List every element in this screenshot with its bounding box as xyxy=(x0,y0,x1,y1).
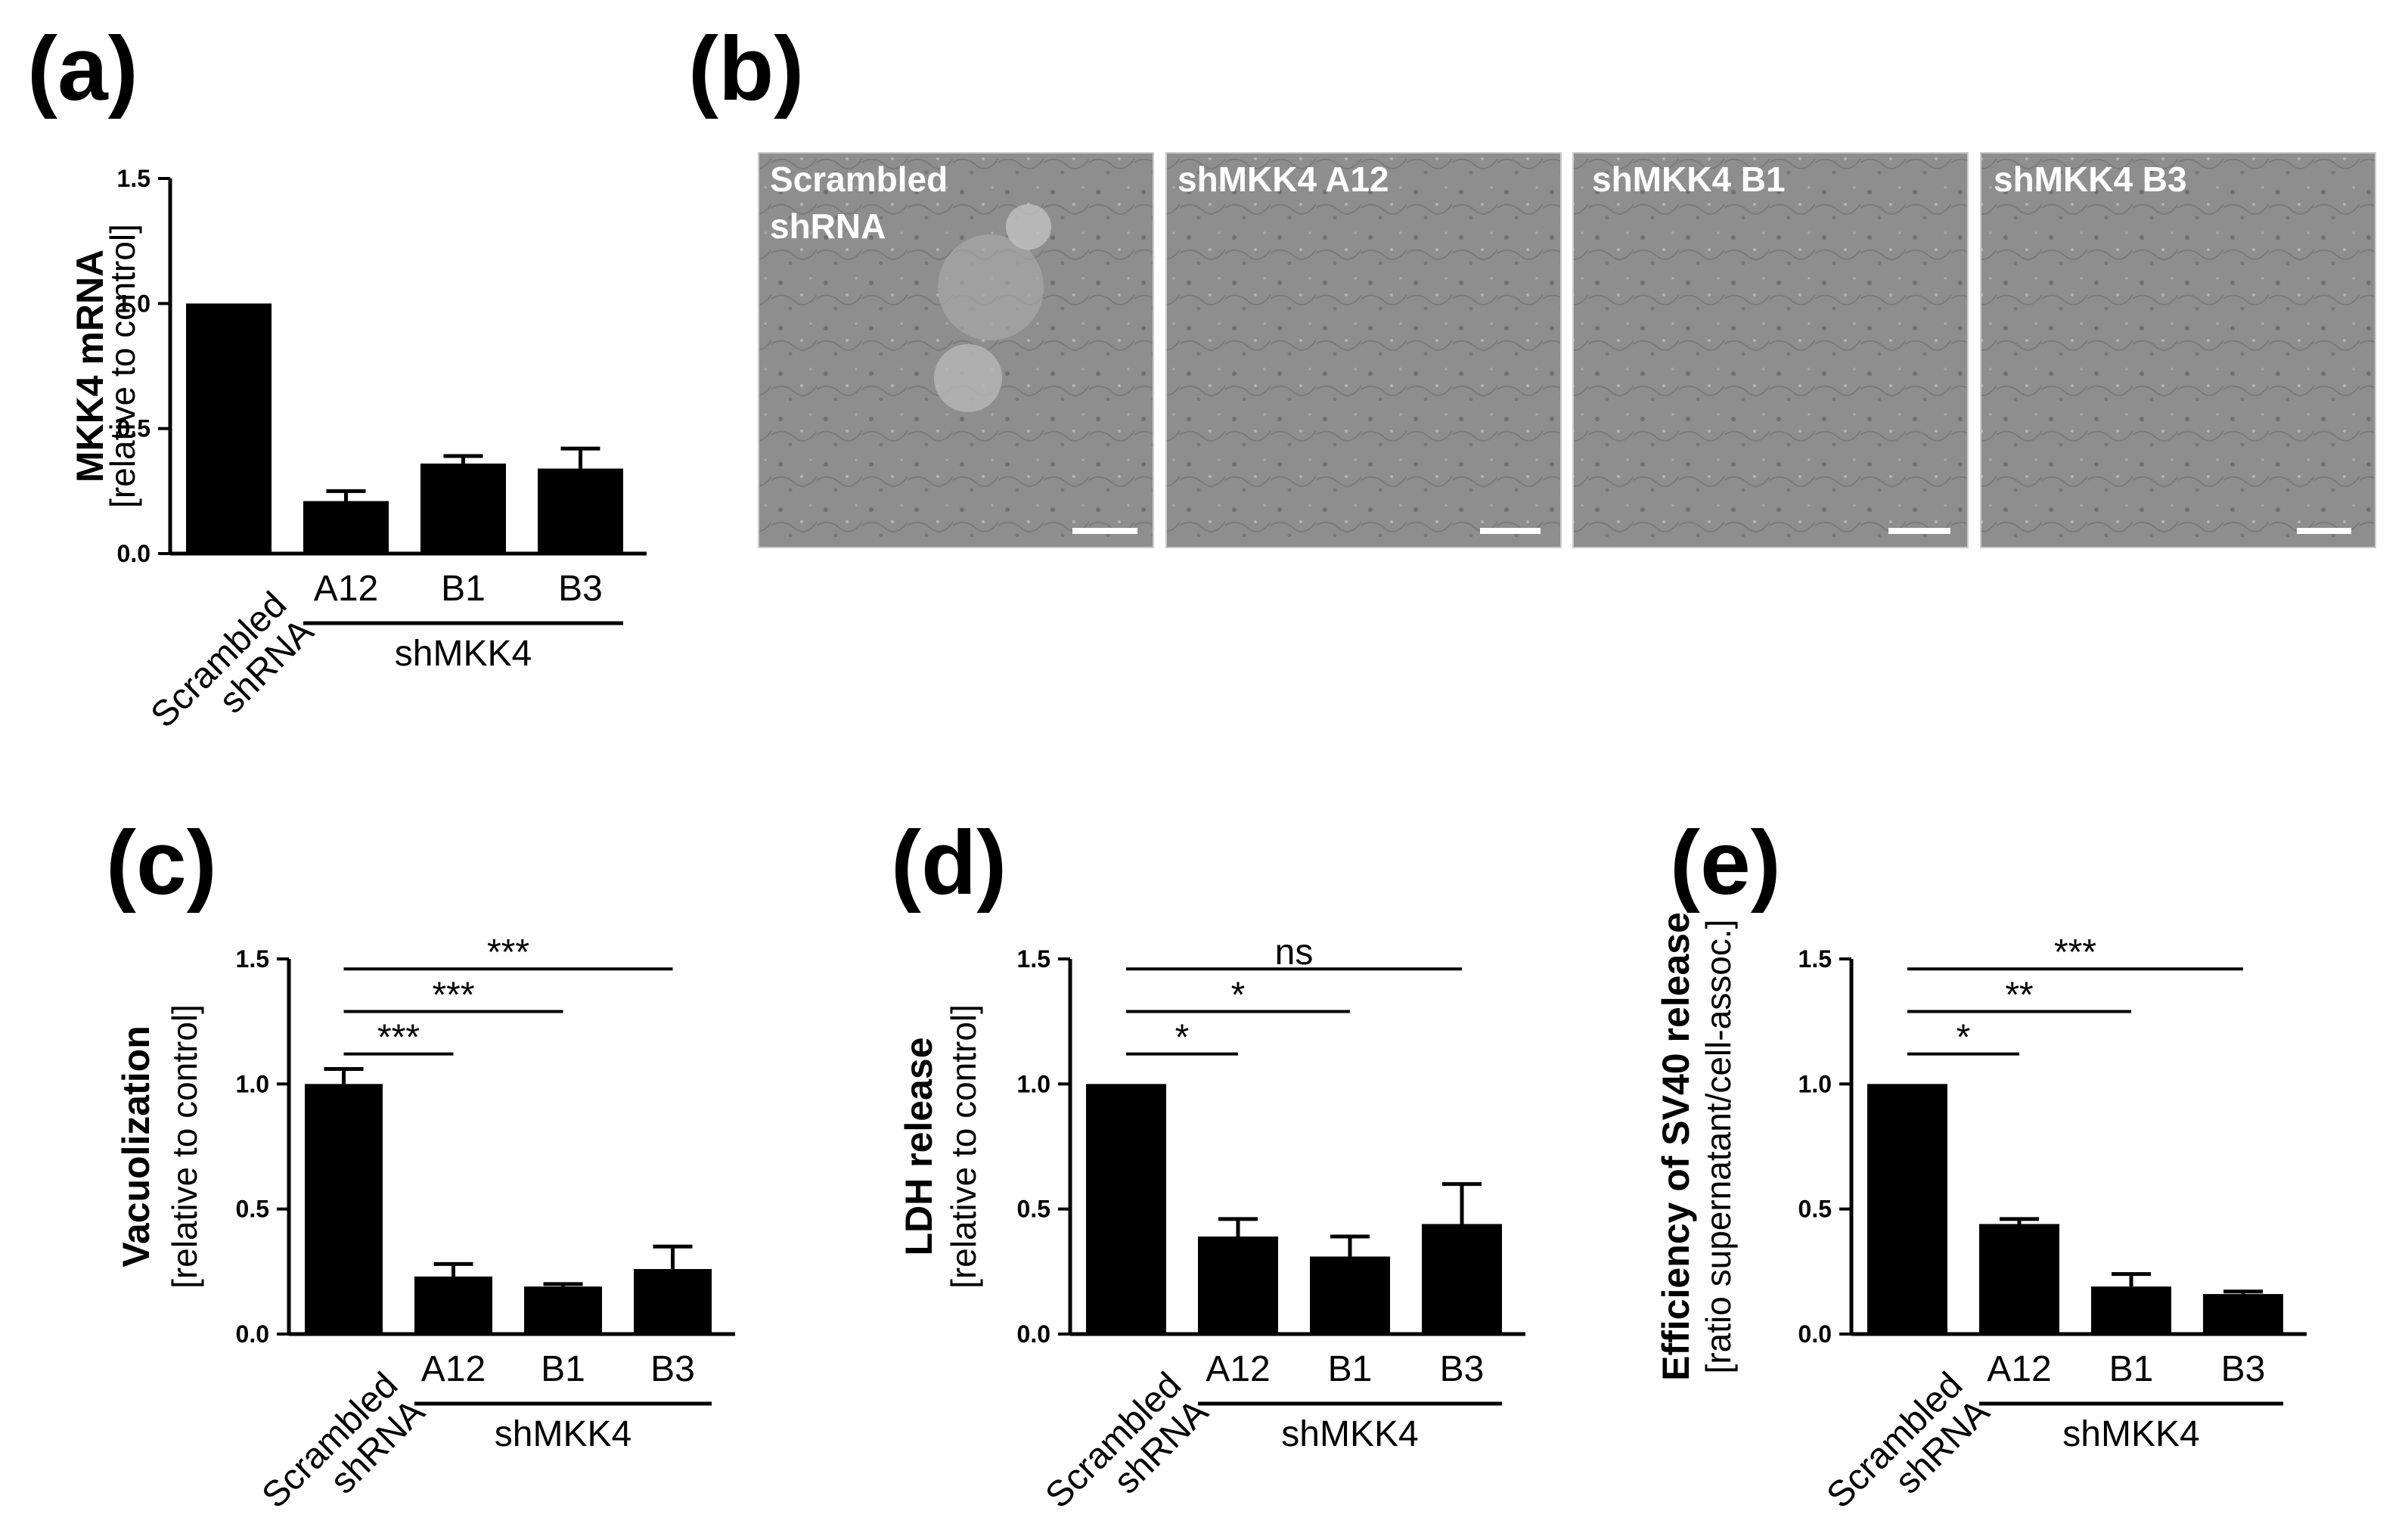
category-label: A12 xyxy=(314,569,378,609)
y-tick-label: 1.5 xyxy=(1798,945,1832,973)
y-tick-label: 0.5 xyxy=(236,1196,269,1223)
y-tick-label: 1.5 xyxy=(117,165,150,192)
y-axis-title: LDH release xyxy=(898,1037,940,1255)
category-label: A12 xyxy=(1206,1349,1270,1389)
chart-sv40-release: 0.0 0.5 1.0 1.5 Efficiency of SV40 release [r… xyxy=(1655,912,2307,1539)
y-axis-title: MKK4 mRNA xyxy=(69,250,111,482)
significance-label: ** xyxy=(2005,975,2033,1015)
micrograph-strip: Scrambled shRNA shMKK4 A12 shMKK4 B1 shM… xyxy=(758,152,2376,548)
category-label: ScrambledshRNA xyxy=(1820,1365,1997,1539)
group-label: shMKK4 xyxy=(395,634,532,674)
y-tick-label: 0.5 xyxy=(1017,1196,1050,1223)
category-label: B3 xyxy=(650,1349,695,1389)
significance-label: * xyxy=(1231,975,1246,1015)
y-tick-label: 0.0 xyxy=(1017,1320,1050,1348)
panel-letter-e: (e) xyxy=(1670,812,1781,914)
y-tick-label: 0.5 xyxy=(117,415,150,442)
bar xyxy=(420,463,506,554)
category-label: ScrambledshRNA xyxy=(1038,1365,1216,1539)
bar xyxy=(186,303,272,554)
scale-bar xyxy=(1888,528,1950,534)
y-axis-subtitle: [relative to control] xyxy=(165,1004,204,1289)
significance-label: *** xyxy=(377,1018,420,1058)
group-label: shMKK4 xyxy=(2062,1414,2199,1454)
panel-letter-a: (a) xyxy=(27,18,138,119)
y-axis-title: Efficiency of SV40 release xyxy=(1655,912,1697,1381)
significance-label: *** xyxy=(432,975,474,1015)
bar xyxy=(2203,1294,2283,1334)
category-label: ScrambledshRNA xyxy=(255,1365,433,1539)
scale-bar xyxy=(1480,528,1541,534)
y-tick-label: 0.0 xyxy=(117,540,150,567)
y-axis-subtitle: [relative to control] xyxy=(944,1004,983,1289)
micrograph-label-line: Scrambled xyxy=(770,160,948,199)
scale-bar xyxy=(2297,528,2351,534)
micrograph-scrambled: Scrambled shRNA xyxy=(758,152,1154,548)
y-axis-subtitle: [ratio supernatant/cell-assoc.] xyxy=(1699,920,1738,1374)
group-label: shMKK4 xyxy=(1281,1414,1418,1454)
bar xyxy=(1310,1256,1390,1334)
bar xyxy=(1867,1084,1947,1334)
category-label: B3 xyxy=(558,569,603,609)
significance-label: * xyxy=(1175,1018,1190,1058)
y-tick-label: 0.0 xyxy=(236,1320,269,1348)
bar xyxy=(305,1084,383,1334)
micrograph-b1: shMKK4 B1 xyxy=(1572,152,1969,548)
panel-letter-b: (b) xyxy=(688,18,804,119)
micrograph-label-line: shMKK4 B1 xyxy=(1592,160,1786,199)
y-tick-label: 1.0 xyxy=(117,290,150,317)
micrograph-b3: shMKK4 B3 xyxy=(1980,152,2376,548)
y-tick-label: 1.0 xyxy=(1017,1070,1050,1097)
significance-label: *** xyxy=(2054,932,2096,973)
bar xyxy=(524,1286,602,1334)
category-label: A12 xyxy=(1987,1349,2051,1389)
category-label: B1 xyxy=(1328,1349,1373,1389)
bar xyxy=(538,468,623,554)
panel-letter-d: (d) xyxy=(891,812,1007,914)
category-label: B1 xyxy=(441,569,486,609)
category-label: ScrambledshRNA xyxy=(144,585,321,762)
y-axis-subtitle: [relative to control] xyxy=(103,224,142,508)
chart-mkk4-mrna: 0.0 0.5 1.0 1.5 MKK4 mRNA[relative to contro… xyxy=(69,165,647,762)
micrograph-label-line: shRNA xyxy=(770,206,886,246)
micrograph-label-line: shMKK4 A12 xyxy=(1178,160,1389,199)
y-tick-label: 1.0 xyxy=(236,1070,269,1097)
bar xyxy=(1198,1236,1278,1334)
bar xyxy=(303,501,389,554)
chart-vacuolization: 0.0 0.5 1.0 1.5 Vacuolization [relative to co… xyxy=(115,932,735,1539)
category-label: B3 xyxy=(2221,1349,2266,1389)
significance-label: *** xyxy=(487,932,529,973)
category-label: B1 xyxy=(2109,1349,2154,1389)
bar xyxy=(1086,1084,1166,1334)
category-label: B3 xyxy=(1440,1349,1485,1389)
chart-ldh-release: 0.0 0.5 1.0 1.5 LDH release [relative to cont… xyxy=(898,932,1525,1539)
y-tick-label: 0.5 xyxy=(1798,1196,1832,1223)
micrograph-label-line: shMKK4 B3 xyxy=(1994,160,2187,199)
bar xyxy=(2091,1286,2171,1334)
category-label: B1 xyxy=(541,1349,585,1389)
y-tick-label: 1.5 xyxy=(236,945,269,973)
scale-bar xyxy=(1072,528,1137,534)
significance-label: ns xyxy=(1275,932,1314,973)
group-label: shMKK4 xyxy=(495,1414,631,1454)
y-tick-label: 1.5 xyxy=(1017,945,1050,973)
panel-letter-c: (c) xyxy=(106,812,217,914)
y-axis-title: Vacuolization xyxy=(115,1025,157,1268)
y-tick-label: 1.0 xyxy=(1798,1070,1832,1097)
category-label: A12 xyxy=(421,1349,486,1389)
micrograph-a12: shMKK4 A12 xyxy=(1165,152,1562,548)
bar xyxy=(1979,1224,2059,1334)
bar xyxy=(1422,1224,1502,1334)
bar xyxy=(634,1269,712,1334)
y-tick-label: 0.0 xyxy=(1798,1320,1832,1348)
bar xyxy=(414,1276,492,1334)
significance-label: * xyxy=(1956,1018,1971,1058)
